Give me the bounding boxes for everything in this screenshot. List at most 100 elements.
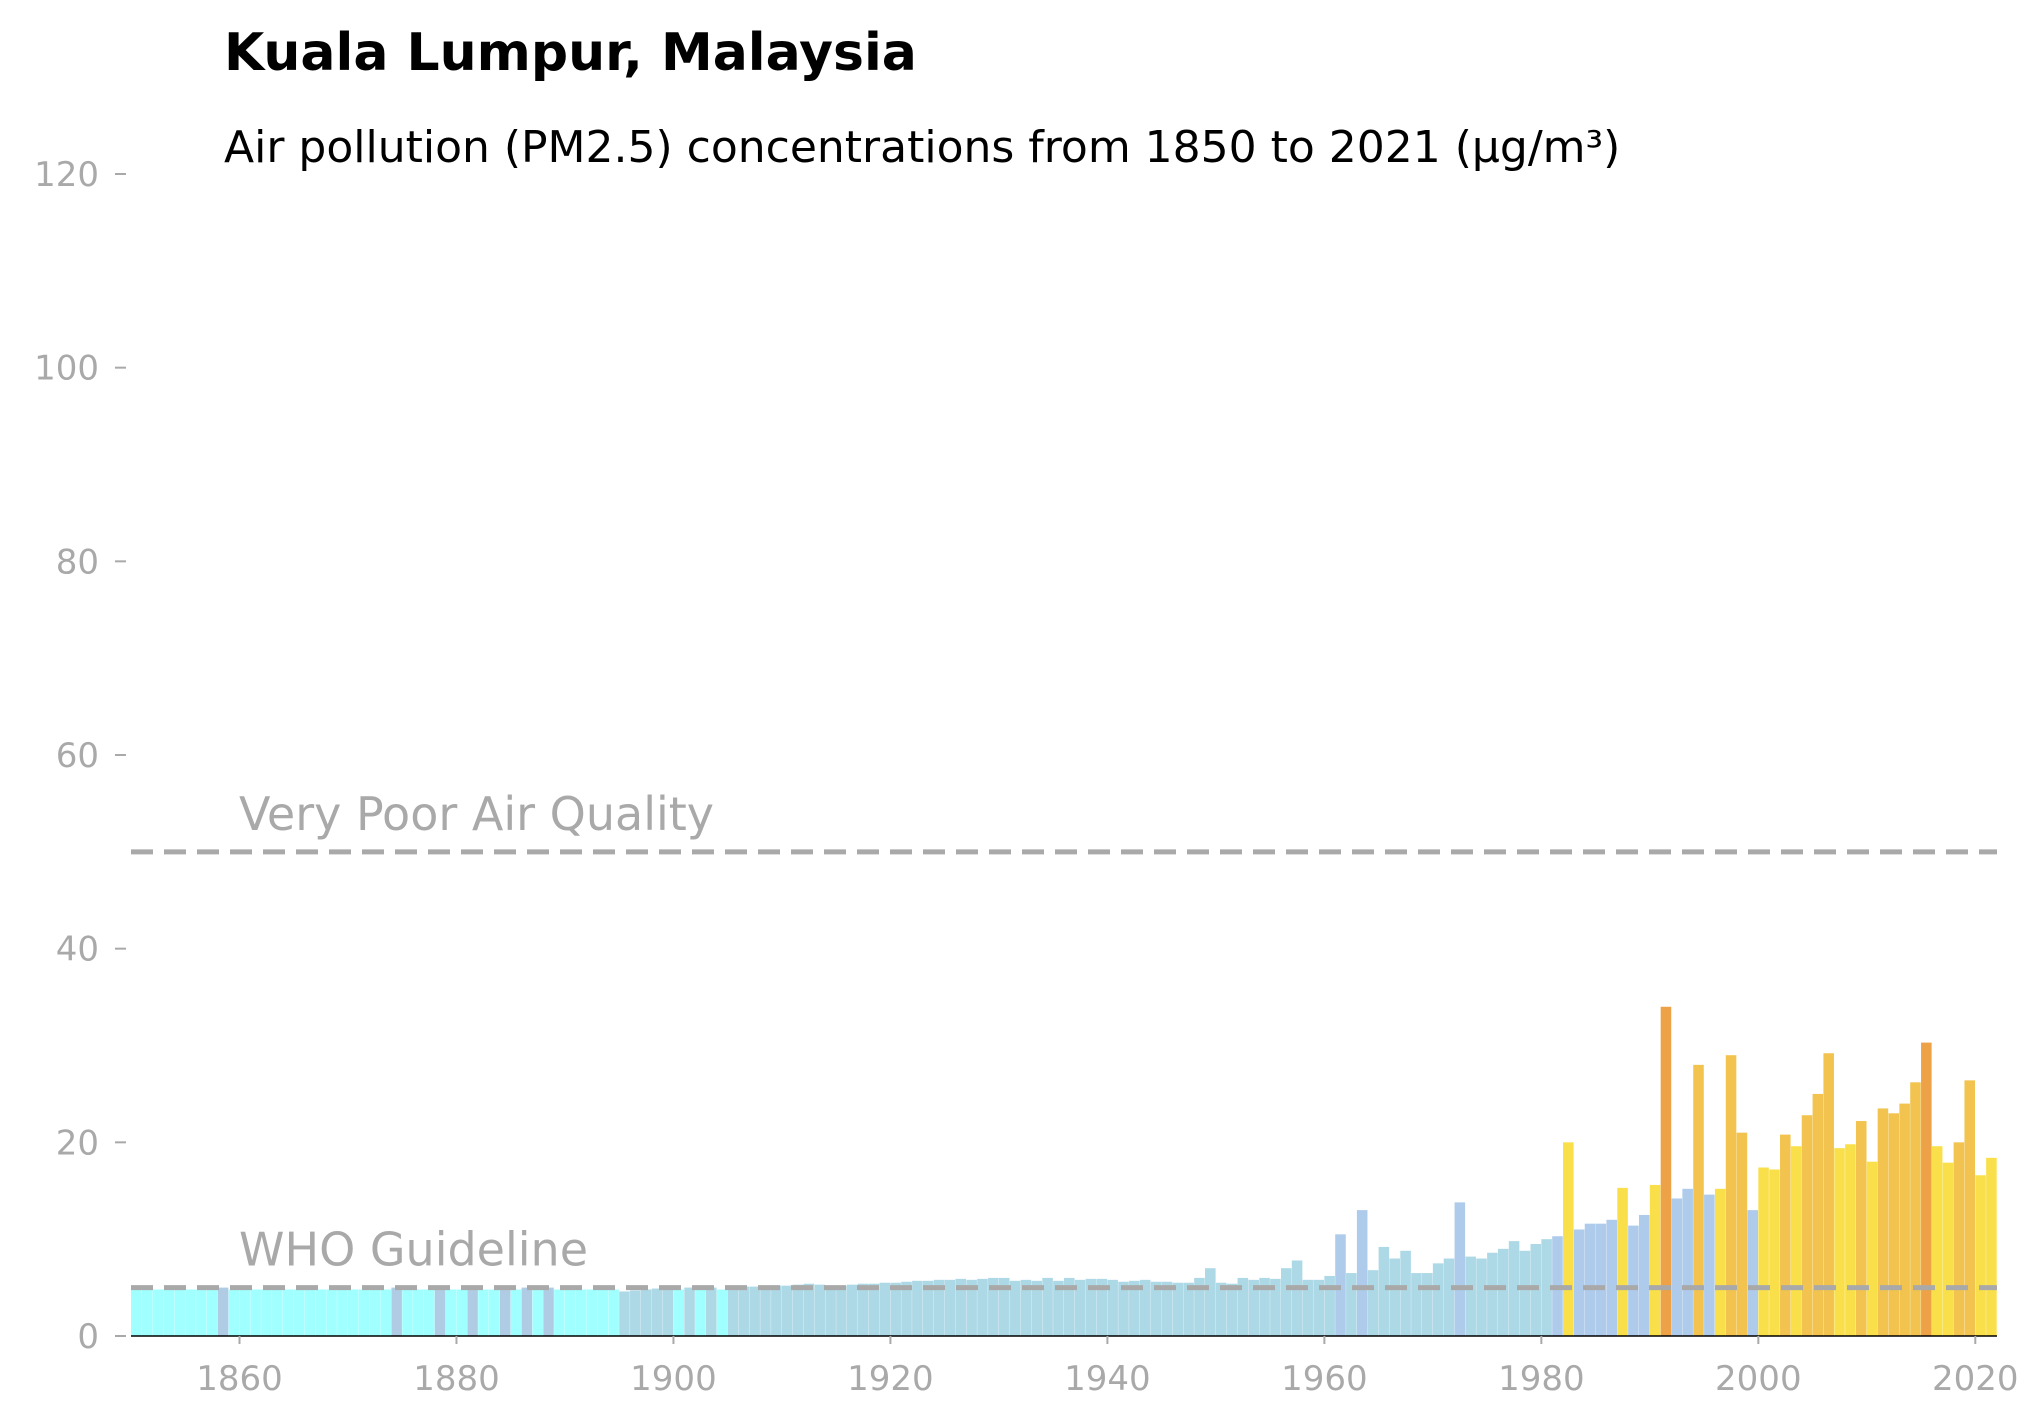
- bar: [1226, 1283, 1238, 1336]
- bar: [423, 1289, 435, 1336]
- bar: [803, 1283, 815, 1336]
- bar: [1888, 1113, 1900, 1336]
- bar: [792, 1284, 804, 1336]
- bar: [781, 1285, 793, 1336]
- bar: [196, 1289, 207, 1336]
- chart-subtitle: Air pollution (PM2.5) concentrations fro…: [224, 122, 1620, 173]
- bar: [1107, 1279, 1118, 1336]
- bar: [662, 1288, 674, 1336]
- bar: [1432, 1263, 1444, 1336]
- bar: [456, 1289, 468, 1336]
- bar: [836, 1285, 847, 1336]
- bar: [640, 1289, 652, 1336]
- x-tick-label: 1860: [196, 1359, 283, 1399]
- bar: [1921, 1042, 1932, 1336]
- bar: [1790, 1146, 1802, 1336]
- bar: [413, 1289, 424, 1336]
- bar: [1845, 1144, 1856, 1336]
- bar: [1291, 1260, 1303, 1336]
- bar: [890, 1282, 901, 1336]
- bar: [1497, 1248, 1509, 1336]
- bar: [814, 1284, 826, 1336]
- bar: [847, 1284, 858, 1336]
- bar: [1205, 1268, 1216, 1336]
- bar: [771, 1285, 782, 1336]
- bar: [347, 1289, 359, 1336]
- bar: [738, 1286, 750, 1336]
- bar: [1714, 1188, 1726, 1336]
- bar: [228, 1289, 240, 1336]
- bar: [1389, 1258, 1401, 1336]
- bar: [1725, 1055, 1737, 1336]
- bar: [695, 1289, 706, 1336]
- bar: [478, 1289, 489, 1336]
- bar: [1823, 1053, 1834, 1336]
- bar: [977, 1278, 988, 1336]
- bar: [1638, 1214, 1650, 1336]
- bar: [1682, 1188, 1693, 1336]
- bar: [1356, 1210, 1368, 1336]
- bar: [922, 1280, 934, 1336]
- y-tick-label: 20: [56, 1123, 99, 1163]
- bar: [1400, 1250, 1411, 1336]
- chart-title: Kuala Lumpur, Malaysia: [224, 23, 917, 83]
- bar: [1573, 1229, 1585, 1336]
- bar: [1866, 1161, 1878, 1336]
- bar: [1736, 1132, 1748, 1336]
- bar: [1780, 1134, 1791, 1336]
- bar: [174, 1289, 185, 1336]
- bar: [1150, 1281, 1162, 1336]
- reference-label: Very Poor Air Quality: [239, 787, 714, 841]
- bar: [749, 1286, 760, 1336]
- bar: [521, 1287, 533, 1336]
- bar: [1378, 1246, 1390, 1336]
- bar: [630, 1290, 641, 1336]
- bar: [1910, 1082, 1921, 1336]
- bar: [1085, 1278, 1097, 1336]
- bar: [1595, 1223, 1607, 1336]
- bar: [1259, 1277, 1270, 1336]
- bar: [217, 1287, 229, 1336]
- bar: [1064, 1277, 1075, 1336]
- bar: [1422, 1273, 1433, 1336]
- bar: [163, 1289, 175, 1336]
- bar: [261, 1289, 272, 1336]
- bar: [608, 1289, 619, 1336]
- bar: [825, 1285, 836, 1336]
- bar: [337, 1289, 348, 1336]
- x-tick-label: 1920: [847, 1359, 934, 1399]
- bar: [358, 1289, 370, 1336]
- bar: [239, 1289, 251, 1336]
- bar: [705, 1287, 717, 1336]
- bar: [1563, 1142, 1574, 1336]
- bar: [1769, 1169, 1780, 1336]
- bar: [564, 1289, 576, 1336]
- bar: [1801, 1115, 1813, 1336]
- bar: [1270, 1278, 1281, 1336]
- y-tick-label: 0: [77, 1317, 99, 1357]
- y-tick-label: 120: [34, 155, 99, 195]
- x-tick-label: 2000: [1715, 1359, 1802, 1399]
- bar: [1031, 1280, 1043, 1336]
- bar: [1649, 1184, 1661, 1336]
- bar: [434, 1287, 446, 1336]
- bar: [1215, 1282, 1227, 1336]
- bar: [586, 1289, 598, 1336]
- bar: [1617, 1187, 1628, 1336]
- bar: [1812, 1093, 1824, 1336]
- bar: [369, 1289, 381, 1336]
- bar: [575, 1289, 587, 1336]
- bar: [1899, 1103, 1910, 1336]
- bar: [912, 1280, 923, 1336]
- bar: [185, 1289, 196, 1336]
- x-tick-label: 2020: [1932, 1359, 2019, 1399]
- bar: [1606, 1219, 1617, 1336]
- bar: [1248, 1279, 1259, 1336]
- bar: [1628, 1225, 1639, 1336]
- bar: [1758, 1167, 1769, 1336]
- bar: [1172, 1282, 1184, 1336]
- bar: [1660, 1006, 1672, 1336]
- bar: [1443, 1258, 1455, 1336]
- bar: [445, 1289, 457, 1336]
- bars: [131, 1006, 1997, 1336]
